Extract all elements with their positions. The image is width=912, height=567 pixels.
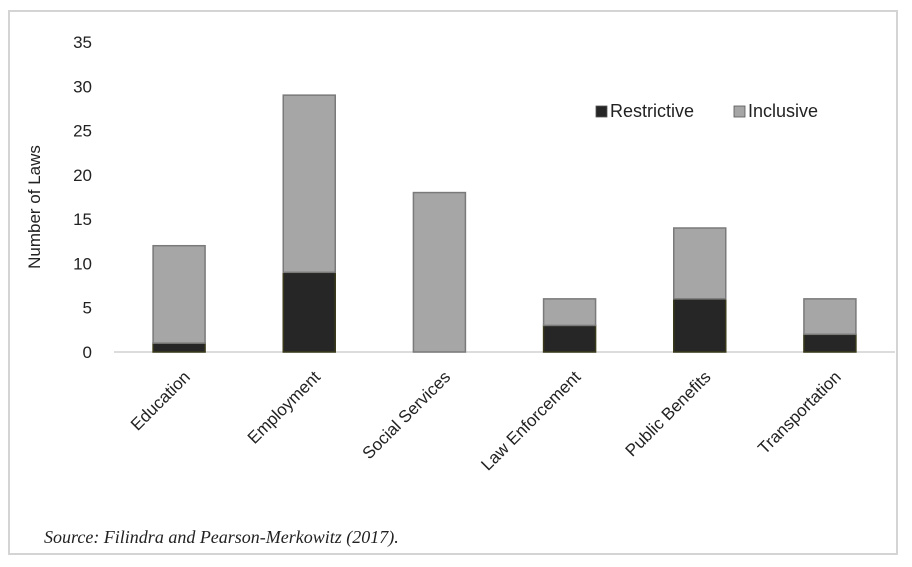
source-caption: Source: Filindra and Pearson-Merkowitz (… bbox=[44, 527, 399, 547]
y-tick-label: 0 bbox=[83, 343, 92, 362]
legend-label-restrictive: Restrictive bbox=[610, 101, 694, 121]
x-tick-label: Law Enforcement bbox=[477, 367, 584, 474]
bar-inclusive-employment bbox=[282, 94, 336, 274]
bar-inclusive-public-benefits bbox=[673, 227, 727, 300]
y-tick-label: 35 bbox=[73, 33, 92, 52]
bar-inclusive-transportation bbox=[803, 298, 857, 336]
y-tick-label: 5 bbox=[83, 299, 92, 318]
bar-restrictive-transportation bbox=[803, 333, 857, 353]
y-axis-label: Number of Laws bbox=[25, 145, 44, 269]
y-tick-label: 15 bbox=[73, 210, 92, 229]
legend-label-inclusive: Inclusive bbox=[748, 101, 818, 121]
x-tick-label: Social Services bbox=[359, 367, 455, 463]
bar-restrictive-public-benefits bbox=[673, 298, 727, 353]
x-tick-label: Public Benefits bbox=[622, 367, 715, 460]
y-axis-ticks: 0 5 10 15 20 25 30 35 bbox=[73, 33, 92, 362]
figure-frame: 0 5 10 15 20 25 30 35 Number of Laws Education E… bbox=[8, 10, 898, 555]
x-tick-label: Employment bbox=[244, 367, 324, 447]
bar-inclusive-law-enforcement bbox=[542, 298, 597, 327]
x-axis-ticks: Education Employment Social Services Law En… bbox=[127, 367, 845, 474]
legend: Restrictive Inclusive bbox=[595, 101, 818, 121]
y-tick-label: 10 bbox=[73, 254, 92, 273]
bar-inclusive-social-services bbox=[412, 191, 467, 353]
x-tick-label: Education bbox=[127, 367, 194, 434]
legend-swatch-restrictive bbox=[595, 105, 608, 118]
y-tick-label: 25 bbox=[73, 122, 92, 141]
bars-group bbox=[152, 94, 857, 353]
x-tick-label: Transportation bbox=[754, 367, 844, 457]
y-tick-label: 20 bbox=[73, 166, 92, 185]
legend-swatch-inclusive bbox=[733, 105, 746, 118]
bar-restrictive-law-enforcement bbox=[542, 324, 597, 353]
bar-inclusive-education bbox=[152, 244, 206, 344]
bar-restrictive-education bbox=[152, 342, 206, 353]
bar-restrictive-employment bbox=[282, 271, 336, 353]
y-tick-label: 30 bbox=[73, 77, 92, 96]
